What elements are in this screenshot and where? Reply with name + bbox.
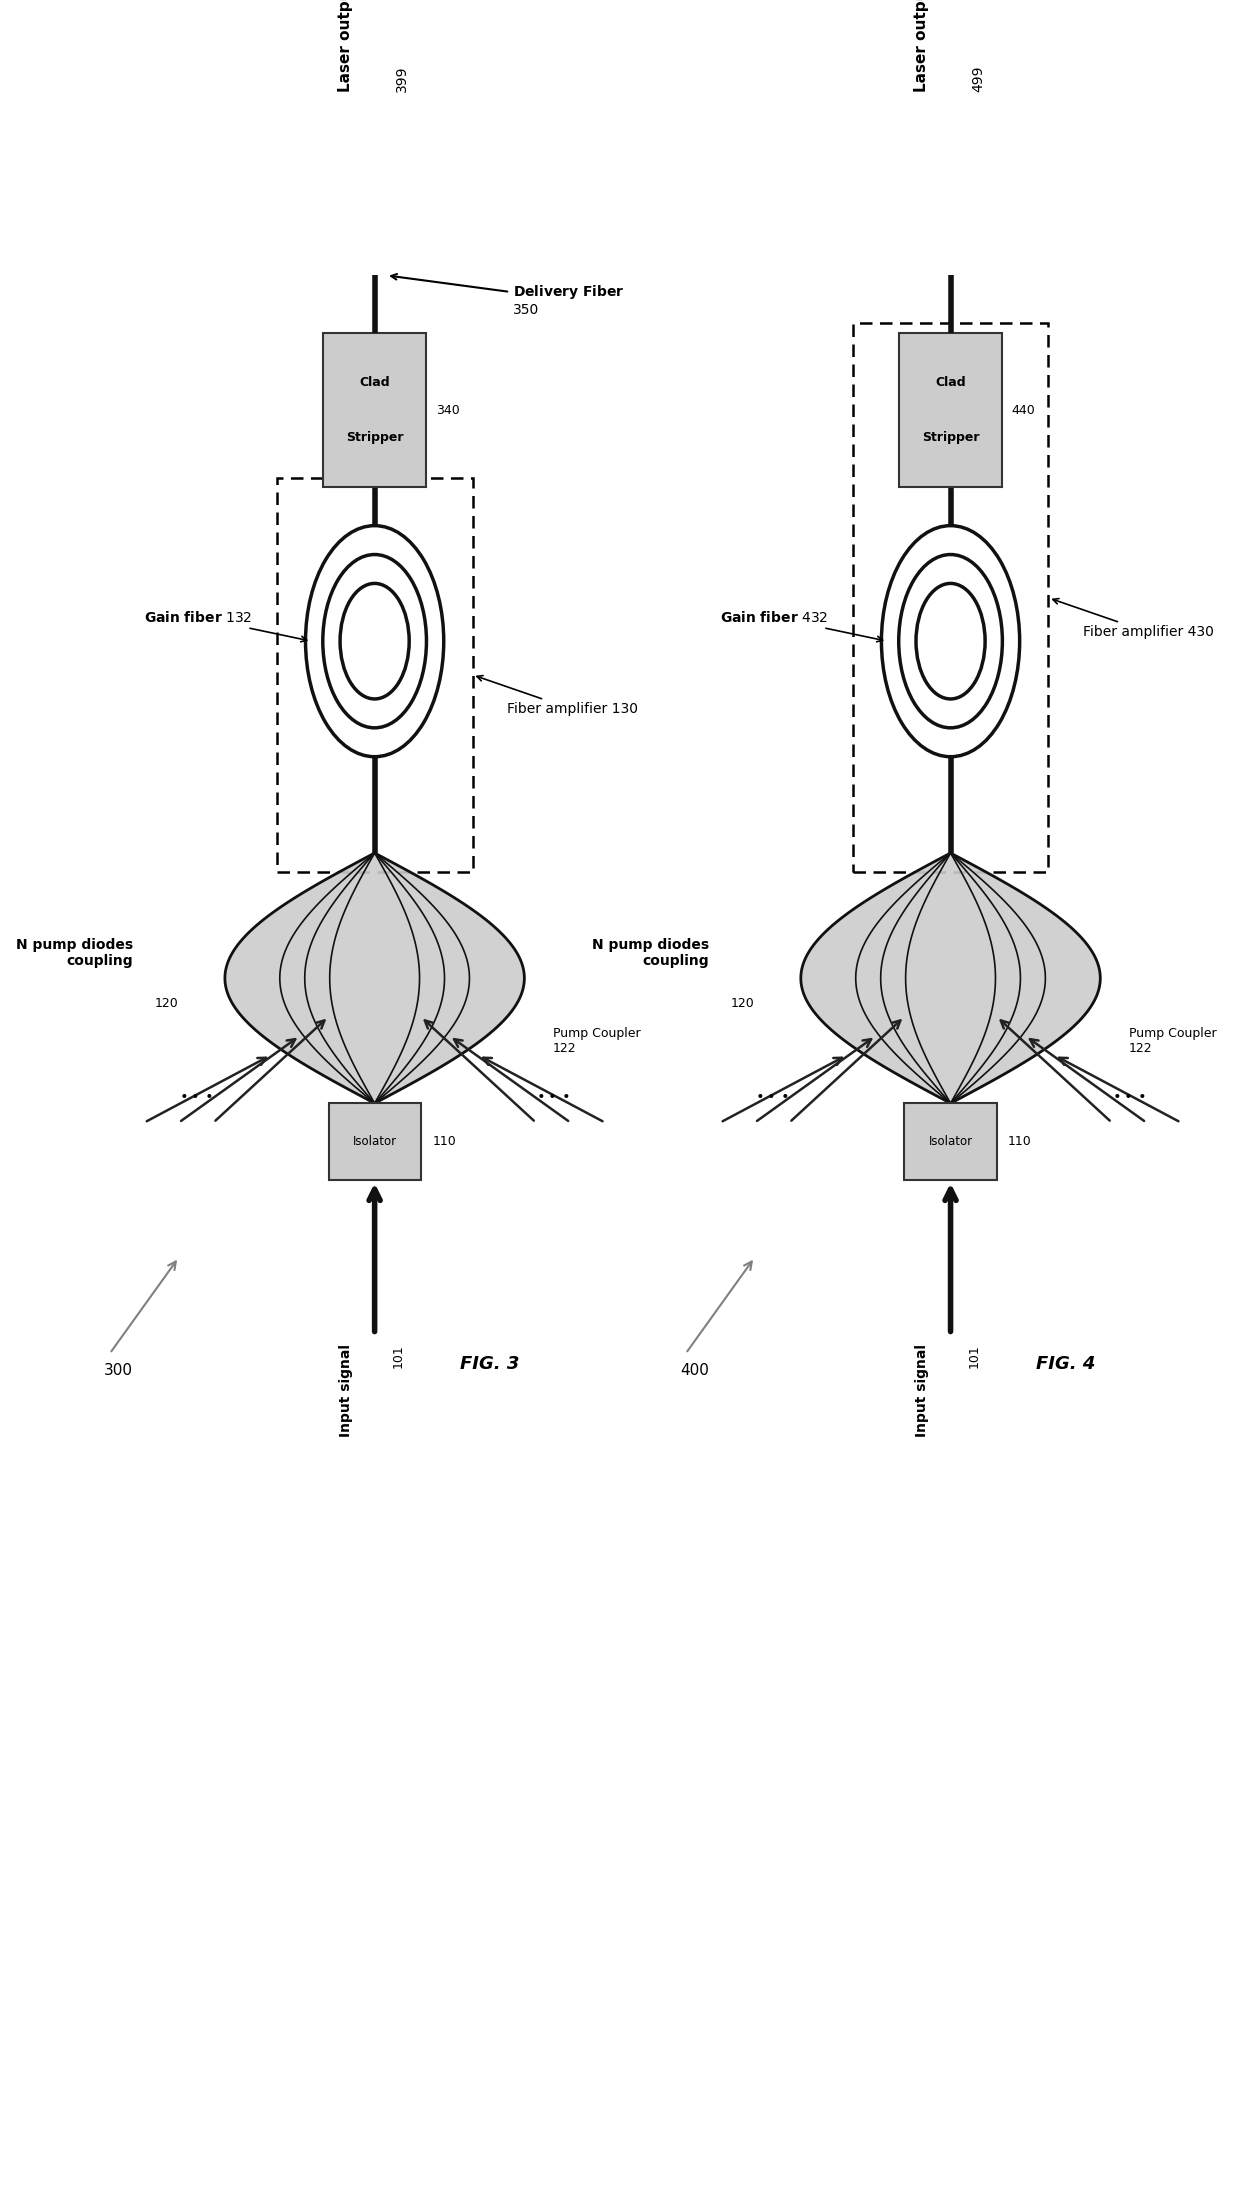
FancyBboxPatch shape — [904, 1102, 997, 1180]
Text: Input signal: Input signal — [339, 1345, 353, 1438]
Text: N pump diodes
coupling: N pump diodes coupling — [16, 937, 133, 968]
Text: $\mathbf{Gain\ fiber}$ 132: $\mathbf{Gain\ fiber}$ 132 — [144, 611, 306, 642]
Circle shape — [347, 595, 402, 688]
Text: 120: 120 — [155, 997, 179, 1010]
Text: Pump Coupler
122: Pump Coupler 122 — [1130, 1028, 1216, 1054]
Text: $\bullet\bullet\bullet$: $\bullet\bullet\bullet$ — [1112, 1087, 1146, 1100]
Text: 110: 110 — [433, 1136, 456, 1149]
Text: 399: 399 — [396, 66, 409, 93]
Text: Laser output: Laser output — [914, 0, 929, 93]
Text: Clad: Clad — [935, 375, 966, 388]
Text: $\bullet\bullet\bullet$: $\bullet\bullet\bullet$ — [536, 1087, 570, 1100]
Text: 400: 400 — [680, 1363, 709, 1378]
Text: Fiber amplifier 430: Fiber amplifier 430 — [1053, 598, 1214, 639]
FancyBboxPatch shape — [322, 333, 427, 487]
Text: 101: 101 — [392, 1345, 405, 1367]
Text: 110: 110 — [1008, 1136, 1032, 1149]
Text: 499: 499 — [971, 66, 986, 93]
Text: Laser output: Laser output — [339, 0, 353, 93]
Text: FIG. 3: FIG. 3 — [460, 1354, 520, 1374]
Text: 440: 440 — [1012, 404, 1035, 417]
Text: Stripper: Stripper — [346, 432, 403, 445]
Text: FIG. 4: FIG. 4 — [1037, 1354, 1095, 1374]
FancyBboxPatch shape — [899, 333, 1002, 487]
Text: 120: 120 — [732, 997, 755, 1010]
Text: 340: 340 — [435, 404, 460, 417]
Text: Input signal: Input signal — [915, 1345, 929, 1438]
Text: $\mathbf{Delivery\ Fiber}$
350: $\mathbf{Delivery\ Fiber}$ 350 — [391, 273, 625, 318]
Text: $\bullet\bullet\bullet$: $\bullet\bullet\bullet$ — [755, 1087, 789, 1100]
Text: Fiber amplifier 130: Fiber amplifier 130 — [477, 675, 639, 717]
Text: 300: 300 — [104, 1363, 133, 1378]
Text: Isolator: Isolator — [929, 1136, 972, 1149]
Text: $\bullet\bullet\bullet$: $\bullet\bullet\bullet$ — [179, 1087, 213, 1100]
Text: Clad: Clad — [360, 375, 389, 388]
Circle shape — [923, 595, 978, 688]
Text: Stripper: Stripper — [921, 432, 980, 445]
Text: $\mathbf{Gain\ fiber}$ 432: $\mathbf{Gain\ fiber}$ 432 — [720, 611, 883, 642]
Text: Isolator: Isolator — [352, 1136, 397, 1149]
Text: N pump diodes
coupling: N pump diodes coupling — [591, 937, 709, 968]
Text: Pump Coupler
122: Pump Coupler 122 — [553, 1028, 641, 1054]
FancyBboxPatch shape — [329, 1102, 420, 1180]
Text: 101: 101 — [968, 1345, 981, 1367]
